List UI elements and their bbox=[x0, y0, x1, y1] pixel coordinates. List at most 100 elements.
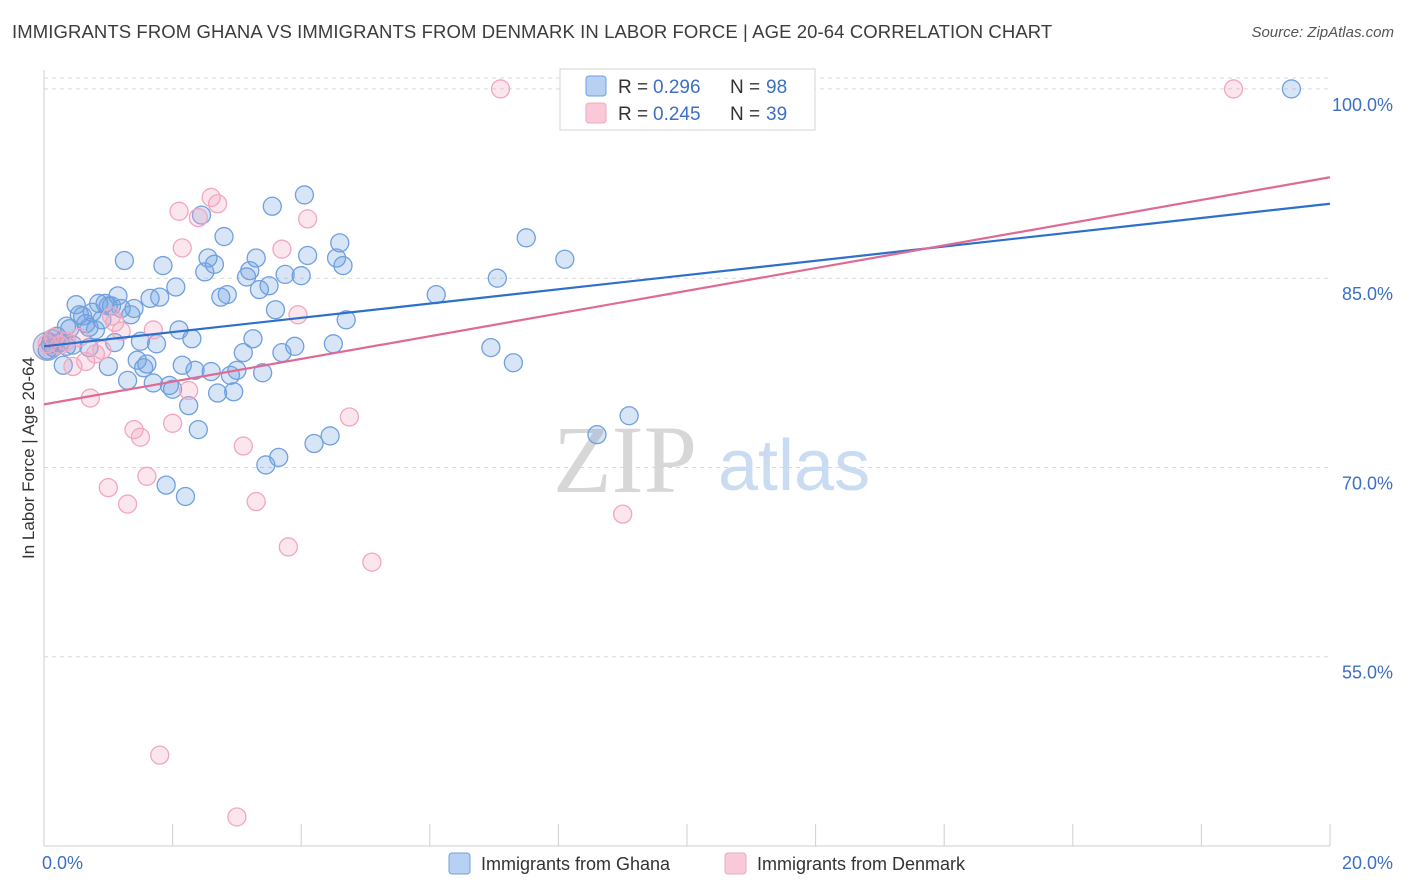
ghana-point bbox=[98, 356, 118, 377]
legend-r-label-denmark: R = bbox=[618, 104, 653, 125]
ghana-point bbox=[188, 419, 208, 440]
ghana-point bbox=[127, 350, 147, 370]
x-tick-label-max: 20.0% bbox=[1342, 853, 1393, 873]
ghana-point bbox=[166, 277, 186, 297]
legend-r-value-denmark: 0.245 bbox=[653, 104, 701, 125]
y-tick-label: 70.0% bbox=[1342, 473, 1393, 493]
ghana-point bbox=[265, 300, 286, 320]
chart-title: IMMIGRANTS FROM GHANA VS IMMIGRANTS FROM… bbox=[12, 21, 1053, 42]
y-axis-label: In Labor Force | Age 20-64 bbox=[19, 357, 38, 559]
ghana-point bbox=[326, 248, 347, 268]
ghana-point bbox=[252, 363, 273, 383]
legend-swatch-ghana bbox=[585, 75, 607, 97]
bottom-legend-label-denmark: Immigrants from Denmark bbox=[757, 854, 966, 874]
ghana-point bbox=[191, 205, 212, 225]
denmark-point bbox=[124, 419, 144, 440]
ghana-point bbox=[182, 329, 202, 349]
watermark: ZIP atlas bbox=[553, 406, 870, 513]
bottom-legend: Immigrants from Ghana Immigrants from De… bbox=[448, 852, 966, 875]
ghana-point bbox=[249, 279, 270, 300]
ghana-point bbox=[201, 361, 221, 382]
ghana-point bbox=[487, 268, 507, 288]
top-legend: R = 0.296 N = 98 R = 0.245 N = 39 bbox=[559, 68, 816, 131]
ghana-point bbox=[153, 255, 173, 276]
denmark-point bbox=[98, 478, 118, 498]
ghana-point bbox=[291, 266, 311, 286]
chart-source: Source: ZipAtlas.com bbox=[1251, 24, 1394, 41]
x-minor-ticks bbox=[43, 824, 1331, 846]
legend-n-label-denmark: N = bbox=[730, 104, 765, 125]
ghana-point bbox=[56, 316, 77, 336]
denmark-point bbox=[297, 209, 318, 229]
y-tick-label: 55.0% bbox=[1342, 663, 1393, 683]
ghana-point bbox=[246, 248, 266, 268]
ghana-point bbox=[137, 354, 157, 374]
ghana-point bbox=[124, 298, 144, 319]
ghana-point bbox=[85, 320, 106, 340]
denmark-point bbox=[169, 201, 189, 221]
denmark-point bbox=[179, 380, 199, 401]
denmark-point bbox=[272, 239, 292, 259]
ghana-trendline bbox=[43, 202, 1331, 348]
denmark-point bbox=[117, 494, 138, 514]
ghana-point bbox=[240, 260, 260, 281]
denmark-point bbox=[490, 79, 511, 99]
denmark-point bbox=[1223, 79, 1244, 99]
denmark-points bbox=[37, 79, 1244, 827]
denmark-point bbox=[233, 436, 253, 456]
denmark-point bbox=[613, 504, 633, 524]
ghana-point bbox=[224, 382, 244, 402]
ghana-point bbox=[150, 287, 170, 307]
legend-n-value-denmark: 39 bbox=[766, 104, 787, 125]
ghana-point bbox=[294, 185, 315, 205]
ghana-point bbox=[1281, 79, 1302, 99]
ghana-point bbox=[53, 355, 73, 375]
ghana-point bbox=[259, 276, 279, 296]
ghana-point bbox=[114, 250, 135, 271]
ghana-point bbox=[217, 284, 237, 305]
ghana-point bbox=[233, 342, 253, 363]
denmark-point bbox=[207, 194, 228, 214]
ghana-point bbox=[185, 360, 205, 380]
ghana-point bbox=[555, 249, 575, 269]
ghana-point bbox=[516, 228, 536, 248]
denmark-point bbox=[339, 407, 360, 427]
denmark-point bbox=[150, 745, 170, 765]
legend-r-label-ghana: R = bbox=[618, 77, 653, 98]
ghana-point bbox=[175, 486, 196, 507]
y-tick-label: 85.0% bbox=[1342, 284, 1393, 304]
trendlines bbox=[43, 176, 1331, 406]
denmark-point bbox=[137, 466, 157, 486]
ghana-point bbox=[275, 264, 295, 285]
ghana-point bbox=[330, 233, 350, 253]
ghana-point bbox=[108, 286, 128, 306]
ghana-point bbox=[587, 425, 607, 445]
legend-n-label-ghana: N = bbox=[730, 77, 765, 98]
ghana-point bbox=[207, 383, 228, 403]
ghana-point bbox=[285, 336, 305, 356]
bottom-legend-swatch-ghana bbox=[448, 852, 471, 875]
ghana-point bbox=[117, 370, 138, 391]
denmark-point bbox=[362, 552, 382, 572]
ghana-point bbox=[262, 196, 282, 216]
y-tick-label: 100.0% bbox=[1332, 95, 1393, 115]
ghana-point bbox=[297, 245, 318, 266]
ghana-point bbox=[156, 475, 176, 495]
y-tick-labels: 55.0% 70.0% 85.0% 100.0% bbox=[1332, 95, 1393, 683]
ghana-point bbox=[304, 433, 324, 454]
ghana-point bbox=[320, 426, 340, 446]
denmark-point bbox=[227, 807, 247, 827]
denmark-point bbox=[246, 491, 266, 512]
ghana-point bbox=[162, 379, 183, 399]
x-tick-label-min: 0.0% bbox=[42, 853, 83, 873]
ghana-point bbox=[140, 288, 160, 309]
denmark-point bbox=[130, 427, 151, 447]
denmark-point bbox=[162, 413, 183, 433]
ghana-point bbox=[336, 310, 356, 330]
denmark-point bbox=[92, 340, 112, 360]
ghana-point bbox=[214, 226, 234, 247]
legend-swatch-denmark bbox=[585, 102, 607, 124]
bottom-legend-label-ghana: Immigrants from Ghana bbox=[481, 854, 671, 874]
ghana-point bbox=[323, 334, 344, 354]
